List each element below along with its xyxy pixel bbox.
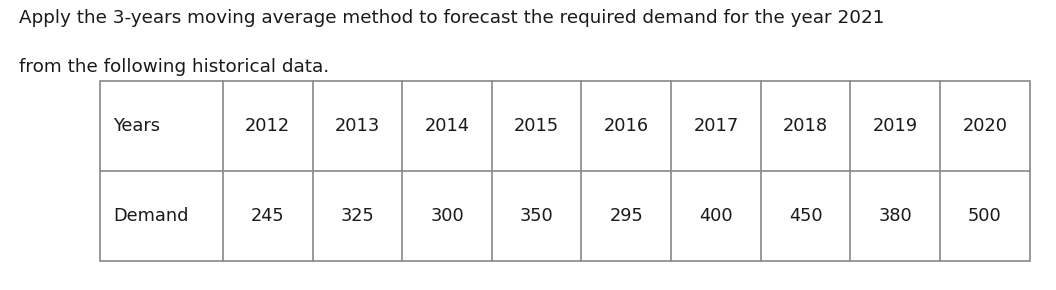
- Text: 400: 400: [699, 207, 733, 225]
- Text: 380: 380: [879, 207, 912, 225]
- Text: 2014: 2014: [425, 117, 470, 135]
- Text: 2017: 2017: [694, 117, 738, 135]
- Text: Demand: Demand: [113, 207, 188, 225]
- Text: 500: 500: [968, 207, 1002, 225]
- Text: 2016: 2016: [604, 117, 648, 135]
- Text: 350: 350: [520, 207, 553, 225]
- Text: 2019: 2019: [872, 117, 918, 135]
- Text: 245: 245: [251, 207, 285, 225]
- Text: 2015: 2015: [514, 117, 560, 135]
- Text: 295: 295: [609, 207, 643, 225]
- Text: 2018: 2018: [782, 117, 828, 135]
- Text: 2012: 2012: [245, 117, 290, 135]
- Text: from the following historical data.: from the following historical data.: [19, 58, 329, 76]
- Text: Years: Years: [113, 117, 161, 135]
- Text: 300: 300: [430, 207, 464, 225]
- Text: Apply the 3-years moving average method to forecast the required demand for the : Apply the 3-years moving average method …: [19, 9, 885, 27]
- Text: 2013: 2013: [335, 117, 380, 135]
- Text: 325: 325: [340, 207, 374, 225]
- Text: 450: 450: [789, 207, 823, 225]
- Text: 2020: 2020: [962, 117, 1007, 135]
